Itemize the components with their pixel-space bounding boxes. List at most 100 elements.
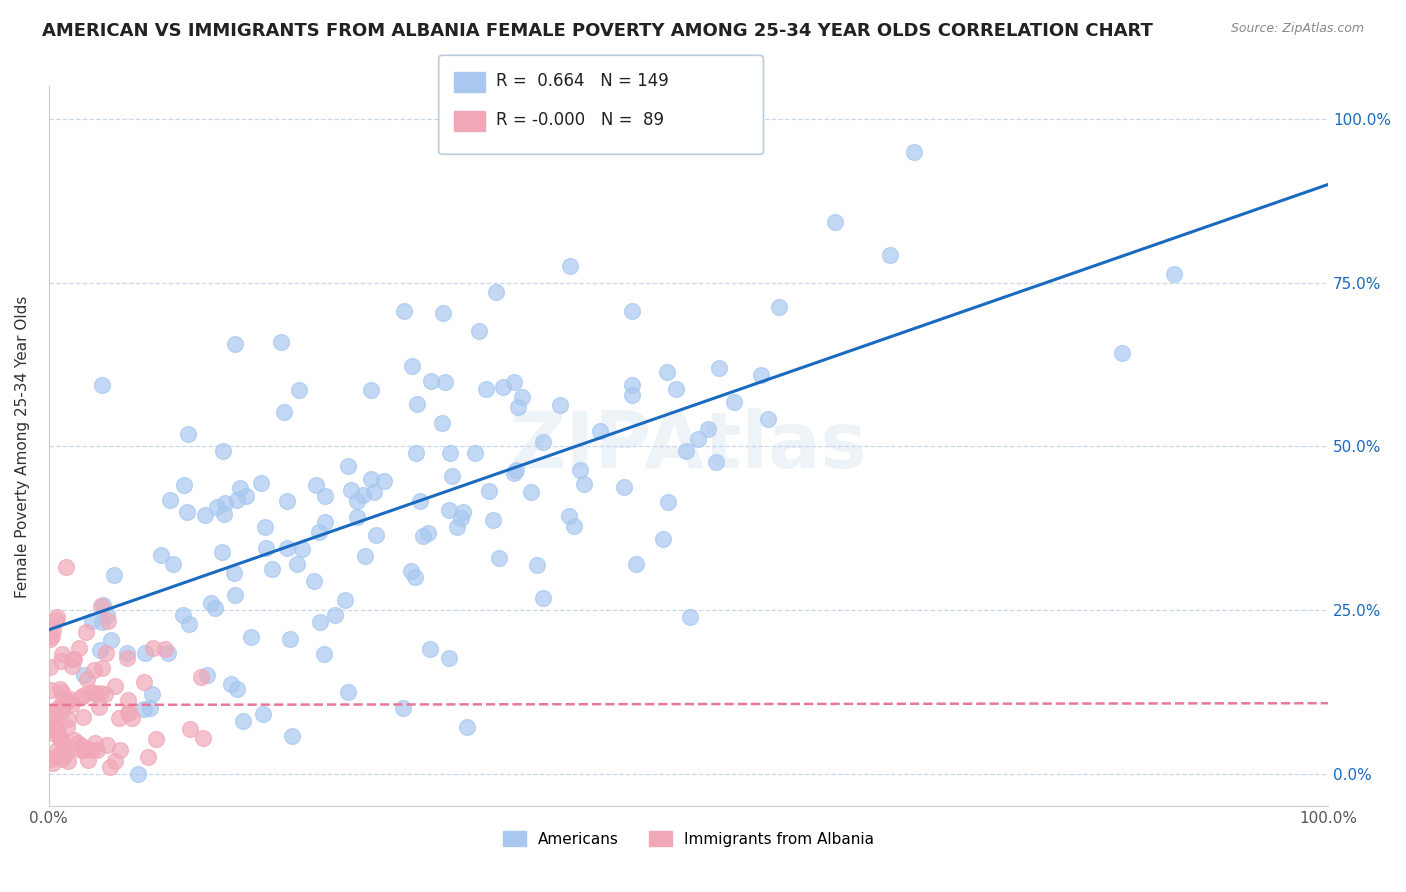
Point bbox=[437, 503, 460, 517]
Point bbox=[278, 632, 301, 646]
Point bbox=[45, 609, 67, 624]
Point bbox=[195, 668, 218, 682]
Point bbox=[56, 754, 79, 768]
Point bbox=[42, 756, 65, 770]
Point bbox=[531, 434, 554, 449]
Point bbox=[903, 145, 925, 159]
Point bbox=[453, 505, 475, 519]
Point bbox=[346, 510, 368, 524]
Point bbox=[440, 468, 463, 483]
Point bbox=[55, 560, 77, 574]
Point bbox=[1111, 346, 1133, 360]
Point bbox=[139, 701, 162, 715]
Point bbox=[305, 478, 328, 492]
Point bbox=[308, 525, 330, 540]
Point bbox=[110, 743, 132, 757]
Point bbox=[433, 376, 456, 390]
Point bbox=[87, 700, 110, 714]
Point bbox=[173, 478, 195, 492]
Point bbox=[41, 629, 63, 643]
Point bbox=[90, 599, 112, 613]
Point bbox=[132, 702, 155, 716]
Point bbox=[142, 640, 165, 655]
Point bbox=[67, 736, 90, 750]
Point bbox=[70, 743, 93, 757]
Point bbox=[475, 382, 498, 396]
Point bbox=[77, 742, 100, 756]
Point bbox=[824, 215, 846, 229]
Point bbox=[337, 458, 360, 473]
Point bbox=[373, 474, 395, 488]
Point bbox=[44, 719, 66, 733]
Text: R = -0.000   N =  89: R = -0.000 N = 89 bbox=[496, 112, 664, 129]
Point bbox=[127, 766, 149, 780]
Point bbox=[121, 711, 143, 725]
Point bbox=[86, 742, 108, 756]
Point bbox=[323, 607, 346, 622]
Point bbox=[53, 693, 76, 707]
Point bbox=[392, 304, 415, 318]
Point bbox=[621, 388, 644, 402]
Point bbox=[430, 417, 453, 431]
Point bbox=[688, 432, 710, 446]
Point bbox=[360, 384, 382, 398]
Point bbox=[432, 306, 454, 320]
Point bbox=[879, 248, 901, 262]
Point bbox=[49, 654, 72, 668]
Point bbox=[39, 682, 62, 697]
Point bbox=[90, 615, 112, 629]
Point bbox=[117, 651, 139, 665]
Point bbox=[273, 405, 295, 419]
Point bbox=[179, 617, 201, 632]
Point bbox=[179, 722, 201, 736]
Point bbox=[51, 685, 73, 699]
Point bbox=[478, 483, 501, 498]
Point bbox=[83, 663, 105, 677]
Point bbox=[707, 360, 730, 375]
Point bbox=[48, 682, 70, 697]
Point bbox=[450, 511, 472, 525]
Point bbox=[177, 426, 200, 441]
Point bbox=[488, 551, 510, 566]
Point bbox=[115, 646, 138, 660]
Point bbox=[190, 670, 212, 684]
Point bbox=[84, 687, 107, 701]
Point bbox=[194, 508, 217, 522]
Point bbox=[46, 743, 69, 757]
Point bbox=[262, 562, 284, 576]
Point bbox=[41, 723, 63, 738]
Point bbox=[100, 760, 122, 774]
Point bbox=[104, 679, 127, 693]
Point bbox=[191, 731, 214, 745]
Point bbox=[624, 557, 647, 571]
Point bbox=[53, 747, 76, 762]
Point bbox=[404, 570, 426, 584]
Point bbox=[103, 568, 125, 582]
Point bbox=[401, 359, 423, 373]
Point bbox=[211, 545, 233, 559]
Point bbox=[72, 742, 94, 756]
Point bbox=[39, 752, 62, 766]
Point bbox=[77, 753, 100, 767]
Point bbox=[39, 660, 62, 674]
Point bbox=[562, 519, 585, 533]
Point bbox=[652, 532, 675, 546]
Point bbox=[83, 736, 105, 750]
Point bbox=[72, 710, 94, 724]
Point bbox=[250, 475, 273, 490]
Point bbox=[232, 714, 254, 728]
Point bbox=[89, 642, 111, 657]
Point bbox=[657, 365, 679, 379]
Point bbox=[136, 750, 159, 764]
Point bbox=[253, 520, 276, 534]
Point bbox=[276, 493, 298, 508]
Point bbox=[212, 508, 235, 522]
Point bbox=[391, 701, 413, 715]
Point bbox=[211, 443, 233, 458]
Point bbox=[235, 489, 257, 503]
Point bbox=[118, 705, 141, 719]
Point bbox=[613, 479, 636, 493]
Text: AMERICAN VS IMMIGRANTS FROM ALBANIA FEMALE POVERTY AMONG 25-34 YEAR OLDS CORRELA: AMERICAN VS IMMIGRANTS FROM ALBANIA FEMA… bbox=[42, 22, 1153, 40]
Text: R =  0.664   N = 149: R = 0.664 N = 149 bbox=[496, 72, 669, 90]
Point bbox=[134, 647, 156, 661]
